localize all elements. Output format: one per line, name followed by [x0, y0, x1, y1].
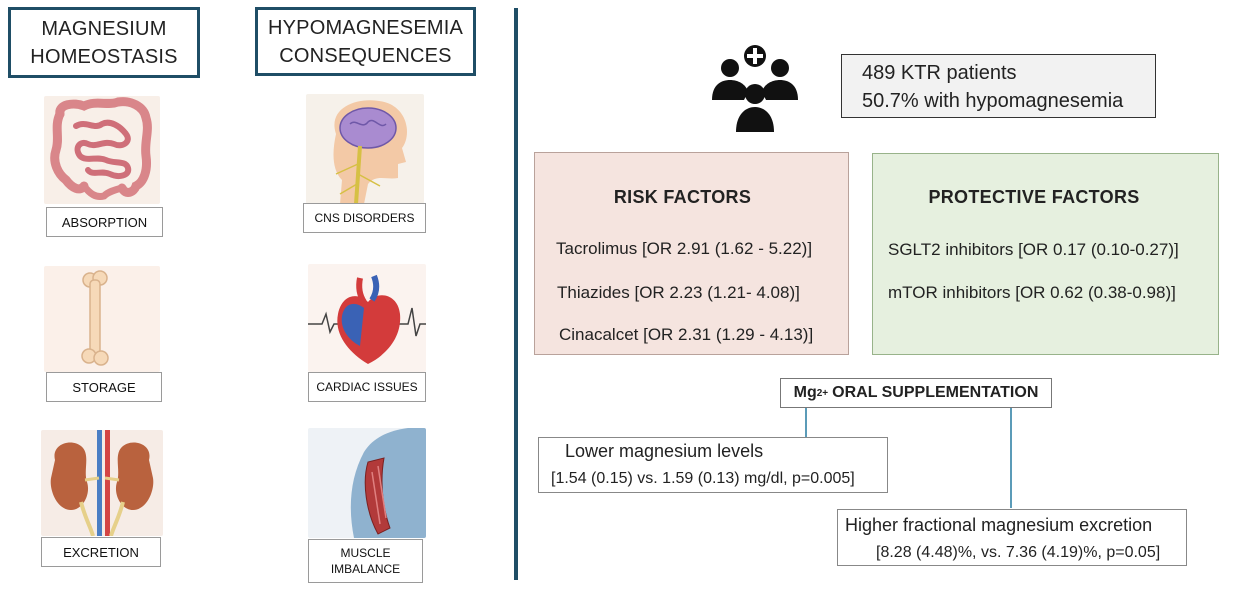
storage-label-text: STORAGE — [72, 379, 136, 395]
muscle-imbalance-line1: MUSCLE — [340, 546, 391, 560]
muscle-icon — [308, 428, 426, 538]
excretion-label: EXCRETION — [41, 537, 161, 567]
muscle-imbalance-line2: IMBALANCE — [330, 562, 401, 576]
section-divider — [514, 8, 518, 580]
excretion-label-text: EXCRETION — [63, 544, 139, 560]
protective-factors-title: PROTECTIVE FACTORS — [928, 187, 1140, 207]
consequences-header: HYPOMAGNESEMIA CONSEQUENCES — [255, 7, 476, 76]
lower-mg-result-title: Lower magnesium levels — [565, 441, 764, 461]
patients-count: 489 KTR patients — [862, 62, 1017, 84]
mg-symbol: Mg — [793, 384, 817, 401]
heart-icon — [308, 264, 426, 372]
connector-left — [805, 408, 807, 438]
bone-icon — [44, 266, 160, 372]
consequences-header-line2: CONSEQUENCES — [279, 44, 452, 67]
homeostasis-header-line1: MAGNESIUM — [41, 17, 167, 40]
homeostasis-header: MAGNESIUM HOMEOSTASIS — [8, 7, 200, 78]
higher-excretion-result-box: Higher fractional magnesium excretion [8… — [837, 509, 1187, 566]
higher-excretion-result-title: Higher fractional magnesium excretion — [845, 515, 1153, 535]
consequences-header-line1: HYPOMAGNESEMIA — [267, 16, 464, 39]
absorption-label-text: ABSORPTION — [61, 214, 148, 230]
risk-factor-item: Thiazides [OR 2.23 (1.21- 4.08)] — [557, 283, 800, 302]
lower-mg-result-box: Lower magnesium levels [1.54 (0.15) vs. … — [538, 437, 888, 493]
protective-factor-item: SGLT2 inhibitors [OR 0.17 (0.10-0.27)] — [888, 240, 1179, 259]
absorption-label: ABSORPTION — [46, 207, 163, 237]
lower-mg-result-stats: [1.54 (0.15) vs. 1.59 (0.13) mg/dl, p=0.… — [551, 470, 855, 487]
risk-factors-title: RISK FACTORS — [613, 187, 752, 207]
intestine-icon — [44, 96, 160, 204]
oral-supplementation-label: ORAL SUPPLEMENTATION — [832, 384, 1039, 401]
patients-summary-box: 489 KTR patients 50.7% with hypomagnesem… — [841, 54, 1156, 118]
higher-excretion-result-stats: [8.28 (4.48)%, vs. 7.36 (4.19)%, p=0.05] — [876, 544, 1161, 561]
hypomagnesemia-rate: 50.7% with hypomagnesemia — [862, 90, 1124, 112]
risk-factor-item: Cinacalcet [OR 2.31 (1.29 - 4.13)] — [559, 325, 814, 344]
patient-group-icon — [708, 44, 802, 134]
cns-disorders-label-text: CNS DISORDERS — [314, 210, 415, 225]
cns-disorders-label: CNS DISORDERS — [303, 203, 426, 233]
cardiac-issues-label: CARDIAC ISSUES — [308, 372, 426, 402]
risk-factor-item: Tacrolimus [OR 2.91 (1.62 - 5.22)] — [556, 239, 813, 258]
protective-factor-item: mTOR inhibitors [OR 0.62 (0.38-0.98)] — [888, 283, 1176, 302]
muscle-imbalance-label: MUSCLE IMBALANCE — [308, 539, 423, 583]
protective-factors-box: PROTECTIVE FACTORS SGLT2 inhibitors [OR … — [872, 153, 1219, 355]
brain-icon — [306, 94, 424, 204]
cardiac-issues-label-text: CARDIAC ISSUES — [316, 379, 418, 394]
kidney-icon — [41, 430, 163, 536]
connector-right — [1010, 408, 1012, 508]
mg-charge: 2+ — [816, 387, 829, 399]
homeostasis-header-line2: HOMEOSTASIS — [30, 45, 178, 68]
risk-factors-box: RISK FACTORS Tacrolimus [OR 2.91 (1.62 -… — [534, 152, 849, 355]
oral-supplementation-box: Mg 2+ ORAL SUPPLEMENTATION — [780, 378, 1052, 408]
storage-label: STORAGE — [46, 372, 162, 402]
